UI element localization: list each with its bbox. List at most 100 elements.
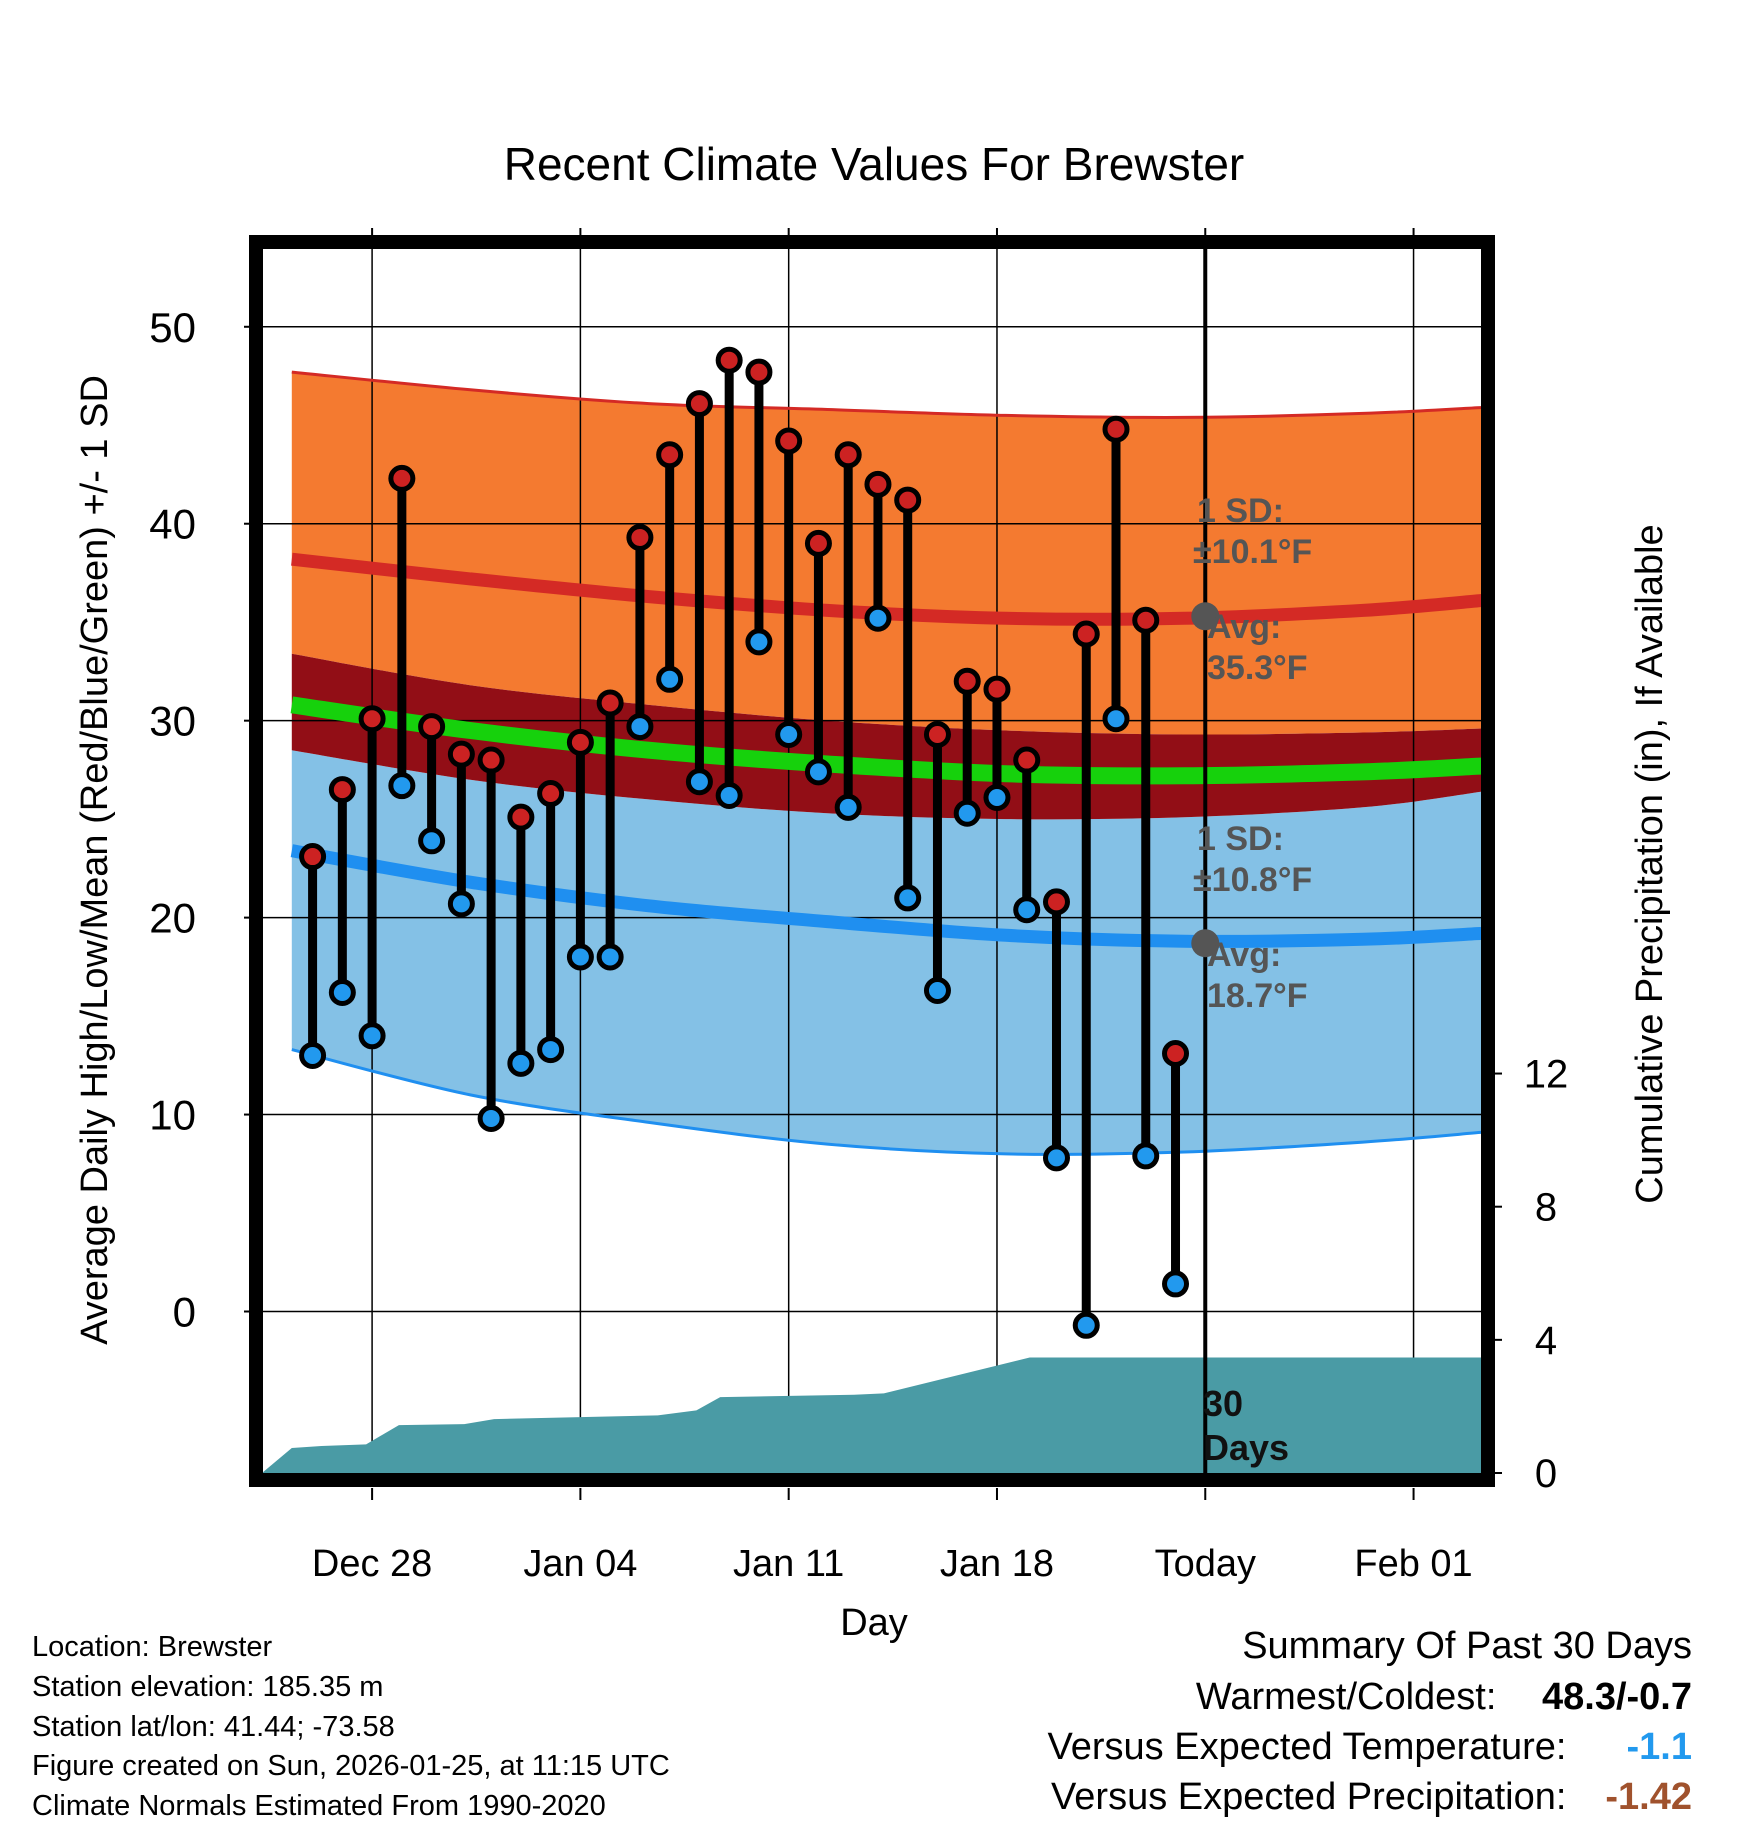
x-tick-label: Jan 18 — [940, 1543, 1054, 1585]
plot-frame — [249, 235, 1495, 1487]
day-observation — [804, 529, 832, 786]
day-observation — [864, 470, 892, 632]
daily-low-point — [418, 827, 446, 855]
grid-lines — [262, 248, 1482, 1473]
daily-high-point — [447, 740, 475, 768]
window-days-value: 30 — [1203, 1383, 1243, 1424]
footer-elevation: Station elevation: 185.35 m — [32, 1671, 384, 1703]
low-avg-line — [290, 844, 1482, 948]
day-observation — [1072, 620, 1100, 1339]
daily-low-point — [983, 783, 1011, 811]
daily-low-point — [328, 978, 356, 1006]
daily-high-point — [566, 728, 594, 756]
day-observation — [626, 524, 654, 741]
footer-created: Figure created on Sun, 2026-01-25, at 11… — [32, 1750, 670, 1782]
daily-high-point — [328, 776, 356, 804]
daily-low-point — [864, 604, 892, 632]
high-sd-band — [291, 372, 1482, 735]
summary-precip-label: Versus Expected Precipitation: — [1051, 1776, 1567, 1818]
daily-high-point — [864, 470, 892, 498]
x-tick-label: Jan 04 — [523, 1543, 637, 1585]
day-observation — [328, 776, 356, 1006]
mean-line — [290, 696, 1482, 785]
daily-low-point — [685, 768, 713, 796]
daily-low-point — [537, 1036, 565, 1064]
day-observation — [923, 720, 951, 1004]
precip-area — [262, 1357, 1482, 1473]
high-avg-line — [291, 552, 1482, 626]
low-sd-value: ±10.8°F — [1193, 861, 1312, 899]
low-sd-label: 1 SD: — [1197, 820, 1284, 858]
daily-high-point — [775, 427, 803, 455]
daily-low-point — [715, 782, 743, 810]
daily-high-point — [1013, 746, 1041, 774]
y-tick-label: 30 — [149, 698, 196, 745]
daily-low-point — [299, 1041, 327, 1069]
daily-low-point — [775, 720, 803, 748]
day-observation — [953, 667, 981, 827]
day-observation — [656, 441, 684, 693]
daily-high-point — [804, 529, 832, 557]
daily-low-point — [388, 772, 416, 800]
summary-temp-row: Versus Expected Temperature: -1.1 — [1048, 1728, 1692, 1766]
day-observation — [358, 705, 386, 1050]
daily-high-point — [1132, 606, 1160, 634]
daily-low-point — [745, 628, 773, 656]
daily-high-point — [418, 713, 446, 741]
daily-low-point — [1132, 1142, 1160, 1170]
day-observation — [715, 346, 743, 810]
y-tick-label: 20 — [149, 895, 196, 942]
x-axis-label: Day — [840, 1602, 908, 1644]
high-plus-sd-line — [291, 370, 1482, 419]
window-days-unit: Days — [1203, 1427, 1289, 1468]
high-avg-label: Avg: — [1207, 608, 1281, 646]
daily-high-point — [596, 689, 624, 717]
daily-high-point — [388, 464, 416, 492]
daily-observations — [299, 346, 1190, 1339]
daily-high-point — [745, 358, 773, 386]
daily-high-point — [507, 803, 535, 831]
day-observation — [894, 486, 922, 912]
daily-low-point — [447, 890, 475, 918]
day-observation — [447, 740, 475, 918]
day-observation — [388, 464, 416, 800]
x-tick-label: Today — [1155, 1543, 1256, 1585]
y2-tick-label: 0 — [1535, 1452, 1557, 1496]
daily-low-point — [566, 943, 594, 971]
y2-tick-label: 4 — [1535, 1319, 1557, 1363]
daily-high-point — [477, 746, 505, 774]
footer-latlon: Station lat/lon: 41.44; -73.58 — [32, 1711, 395, 1743]
daily-low-point — [656, 665, 684, 693]
summary-precip-value: -1.42 — [1605, 1776, 1692, 1818]
day-observation — [299, 843, 327, 1069]
day-observation — [1162, 1040, 1190, 1298]
low-avg-marker — [1191, 929, 1220, 958]
daily-low-point — [596, 943, 624, 971]
daily-low-point — [358, 1022, 386, 1050]
today-line — [1191, 248, 1220, 1473]
high-avg-value: 35.3°F — [1207, 649, 1308, 687]
day-observation — [775, 427, 803, 748]
low-avg-value: 18.7°F — [1207, 977, 1308, 1015]
daily-low-point — [1102, 705, 1130, 733]
daily-high-point — [983, 675, 1011, 703]
daily-low-point — [804, 758, 832, 786]
daily-low-point — [1162, 1270, 1190, 1298]
daily-high-point — [894, 486, 922, 514]
x-tick-label: Jan 11 — [733, 1543, 844, 1585]
precipitation-area — [262, 1357, 1482, 1473]
daily-low-point — [477, 1104, 505, 1132]
y2-axis-label: Cumulative Precipitation (in), If Availa… — [1629, 524, 1671, 1203]
day-observation — [983, 675, 1011, 811]
day-observation — [507, 803, 535, 1077]
day-observation — [745, 358, 773, 656]
footer-location: Location: Brewster — [32, 1631, 273, 1663]
x-tick-label: Dec 28 — [312, 1543, 432, 1585]
y-tick-label: 10 — [149, 1092, 196, 1139]
chart-title: Recent Climate Values For Brewster — [504, 138, 1245, 190]
day-observation — [834, 441, 862, 821]
day-observation — [1042, 888, 1070, 1172]
daily-low-point — [1013, 896, 1041, 924]
